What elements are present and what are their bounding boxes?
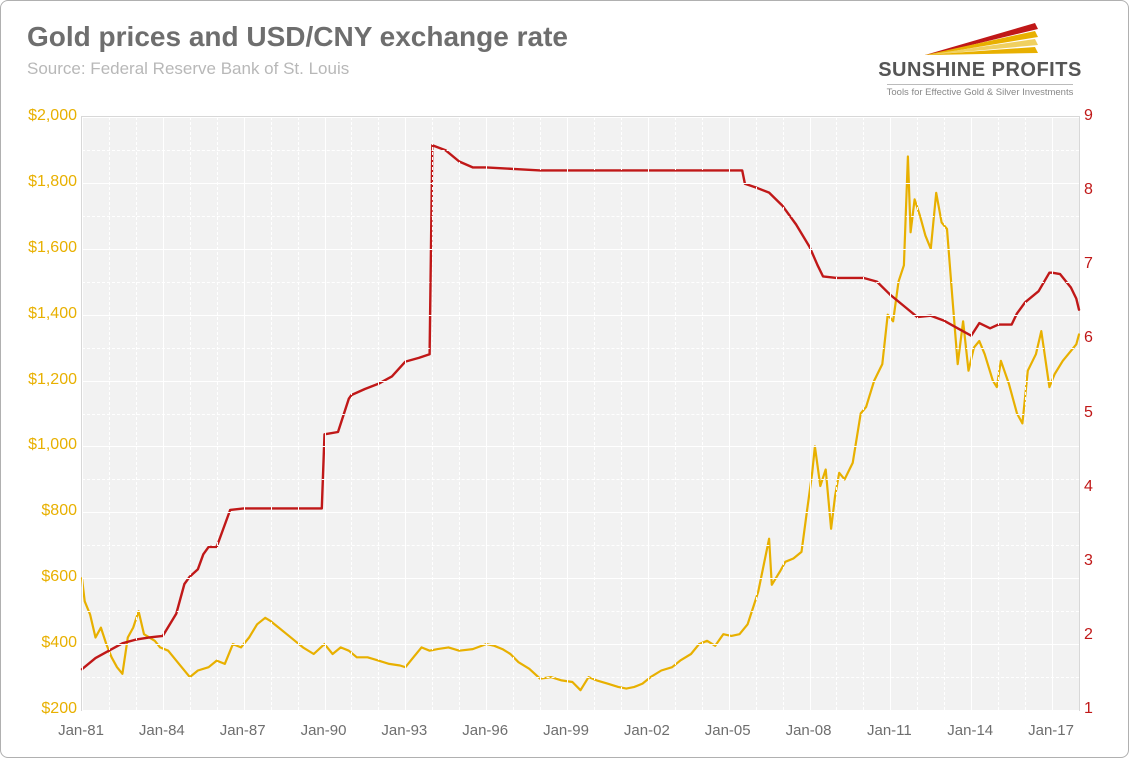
y1-tick-label: $1,200 (19, 371, 77, 389)
x-tick-label: Jan-17 (1028, 722, 1074, 739)
x-tick-label: Jan-14 (947, 722, 993, 739)
y1-tick-label: $200 (19, 700, 77, 718)
y2-tick-label: 2 (1084, 626, 1110, 644)
logo-name: SUNSHINE PROFITS (878, 59, 1082, 82)
y2-tick-label: 9 (1084, 107, 1110, 125)
x-tick-label: Jan-02 (624, 722, 670, 739)
y1-tick-label: $400 (19, 634, 77, 652)
y2-tick-label: 4 (1084, 478, 1110, 496)
y2-tick-label: 7 (1084, 255, 1110, 273)
y2-tick-label: 1 (1084, 700, 1110, 718)
x-tick-label: Jan-84 (139, 722, 185, 739)
chart-header: Gold prices and USD/CNY exchange rate So… (19, 17, 1110, 107)
x-tick-label: Jan-87 (220, 722, 266, 739)
chart-container: Gold prices and USD/CNY exchange rate So… (0, 0, 1129, 758)
x-tick-label: Jan-11 (867, 722, 912, 739)
x-tick-label: Jan-05 (705, 722, 751, 739)
y1-tick-label: $600 (19, 568, 77, 586)
y1-tick-label: $1,600 (19, 239, 77, 257)
x-tick-label: Jan-99 (543, 722, 589, 739)
title-block: Gold prices and USD/CNY exchange rate So… (19, 17, 850, 79)
y1-tick-label: $800 (19, 502, 77, 520)
logo-rays-icon (920, 21, 1040, 57)
y2-tick-label: 8 (1084, 181, 1110, 199)
y2-tick-label: 5 (1084, 404, 1110, 422)
logo-tagline: Tools for Effective Gold & Silver Invest… (887, 84, 1074, 98)
y1-tick-label: $2,000 (19, 107, 77, 125)
chart-subtitle: Source: Federal Reserve Bank of St. Loui… (27, 59, 850, 79)
x-tick-label: Jan-90 (301, 722, 347, 739)
y2-tick-label: 6 (1084, 329, 1110, 347)
plot-area (81, 116, 1080, 711)
x-tick-label: Jan-81 (58, 722, 104, 739)
series-gold-line (82, 157, 1079, 691)
y2-tick-label: 3 (1084, 552, 1110, 570)
y1-tick-label: $1,000 (19, 436, 77, 454)
brand-logo: SUNSHINE PROFITS Tools for Effective Gol… (850, 21, 1110, 98)
plot-wrap: $200 $400 $600 $800 $1,000 $1,200 $1,400 $1,600… (19, 106, 1110, 747)
x-tick-label: Jan-96 (462, 722, 508, 739)
series-cny-line (82, 145, 1079, 669)
y1-tick-label: $1,800 (19, 173, 77, 191)
x-tick-label: Jan-08 (786, 722, 832, 739)
x-tick-label: Jan-93 (381, 722, 427, 739)
y1-tick-label: $1,400 (19, 305, 77, 323)
chart-title: Gold prices and USD/CNY exchange rate (27, 21, 850, 53)
